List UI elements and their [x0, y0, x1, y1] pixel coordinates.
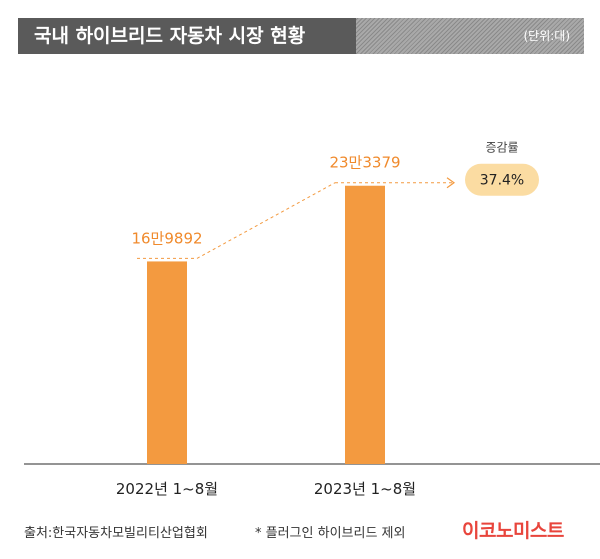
trend-arrow-head — [446, 177, 456, 189]
bar-2023 — [345, 185, 385, 464]
chart-title: 국내 하이브리드 자동차 시장 현황 — [18, 18, 356, 54]
growth-value: 37.4% — [480, 173, 524, 189]
unit-label: (단위:대) — [523, 29, 570, 43]
x-tick-label-2022: 2022년 1~8월 — [116, 480, 218, 498]
source-text: 출처:한국자동차모빌리티산업협회 — [24, 526, 208, 541]
value-label-2022: 16만9892 — [131, 229, 202, 247]
trend-line — [196, 182, 336, 259]
bar-2022 — [147, 261, 187, 464]
growth-label: 증감률 — [485, 141, 518, 155]
x-tick-label-2023: 2023년 1~8월 — [314, 480, 416, 498]
growth-badge — [465, 163, 539, 196]
footnote-text: * 플러그인 하이브리드 제외 — [255, 526, 406, 541]
brand-logo: 이코노미스트 — [462, 520, 564, 542]
value-label-2023: 23만3379 — [329, 154, 400, 172]
title-bar: 국내 하이브리드 자동차 시장 현황 (단위:대) — [18, 18, 584, 54]
